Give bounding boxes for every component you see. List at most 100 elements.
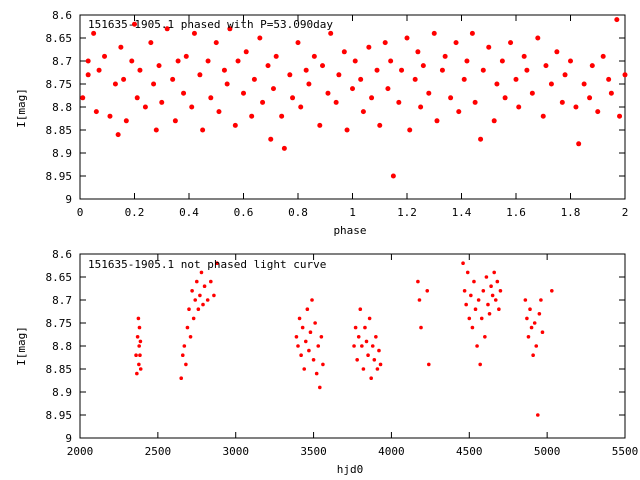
unphased-data-point [134,353,138,358]
unphased-data-point [190,289,194,293]
unphased-data-point [465,270,470,275]
unphased-data-point [374,335,378,339]
unphased-data-point [194,279,199,284]
unphased-y-tick-label: 8.8 [52,340,72,353]
unphased-data-point [316,344,321,348]
phased-y-tick-label: 8.65 [46,32,73,45]
phased-data-point [93,109,99,115]
phased-data-point [480,67,486,73]
unphased-data-point [487,312,492,316]
phased-data-point [298,104,304,110]
phased-data-point [118,44,124,50]
phased-x-tick-label: 1.8 [561,206,581,219]
unphased-data-point [313,321,317,325]
unphased-data-point [377,348,381,353]
unphased-data-point [372,358,377,362]
phased-data-point [205,58,211,64]
unphased-data-point [321,362,325,367]
phased-data-point [224,81,230,87]
phased-data-point [134,95,140,101]
phased-data-point [115,132,121,138]
unphased-data-point [319,335,324,339]
phased-data-point [175,58,181,64]
phased-y-tick-label: 8.8 [52,101,72,114]
phased-data-point [85,58,91,64]
phased-data-point [412,76,418,82]
phased-data-point [360,109,366,115]
phased-data-point [191,30,197,36]
phased-data-point [265,63,271,69]
unphased-x-tick-label: 4000 [378,445,405,458]
unphased-data-point [493,298,498,302]
unphased-data-point [369,376,373,381]
phased-data-point [442,53,448,59]
unphased-data-point [363,325,367,330]
phased-x-tick-label: 1.4 [452,206,472,219]
phased-data-point [189,104,195,110]
unphased-data-point [311,358,316,362]
phased-data-point [216,109,222,115]
phased-data-point [164,26,170,32]
phased-data-point [85,72,91,78]
phased-data-point [369,95,375,101]
unphased-data-point [305,307,310,312]
phased-data-point [227,26,233,32]
phased-data-point [600,53,606,59]
phased-data-point [464,58,470,64]
unphased-data-point [462,289,467,293]
phased-y-tick-label: 8.6 [52,9,72,22]
phased-data-point [232,122,238,128]
unphased-data-point [136,316,141,321]
phased-data-point [382,40,388,46]
unphased-y-tick-label: 8.9 [52,386,72,399]
phased-data-point [129,58,135,64]
phased-x-tick-label: 1.6 [506,206,526,219]
unphased-data-point [198,293,202,298]
unphased-y-tick-label: 8.95 [46,409,73,422]
unphased-data-point [529,325,534,330]
phased-data-point [235,58,241,64]
unphased-data-point [481,289,486,293]
unphased-data-point [539,298,543,302]
unphased-data-point [294,335,299,339]
unphased-data-point [137,362,141,367]
unphased-data-point [205,298,210,302]
phased-x-tick-label: 0.6 [234,206,254,219]
unphased-x-ticks: 2000 2500 3000 3500 4000 4500 5000 5500 [67,254,638,458]
phased-y-axis-label: I[mag] [15,88,28,128]
unphased-data-point [358,307,363,312]
phased-data-point [132,21,137,27]
phased-x-ticks: 0 0.2 0.4 0.6 0.8 1 1.2 1.4 1.6 1.8 2 [77,15,628,219]
phased-light-curve-plot: 8.6 8.65 8.7 8.75 8.8 8.85 8.9 8.95 9 0 0.2 0.4 0.6… [15,9,628,237]
unphased-light-curve-plot: 8.6 8.65 8.7 8.75 8.8 8.85 8.9 8.95 9 2000 2500 30… [15,248,638,476]
unphased-y-tick-label: 8.65 [46,271,73,284]
unphased-data-point [296,344,300,348]
phased-data-point [576,141,582,147]
phased-data-point [404,35,410,41]
unphased-data-point [137,325,142,330]
phased-data-point [221,67,227,73]
phased-data-point [385,86,391,92]
unphased-x-axis-label: hjd0 [337,463,364,476]
phased-data-point [352,58,358,64]
phased-y-tick-label: 8.95 [46,170,73,183]
phased-data-point [587,95,593,101]
unphased-y-tick-label: 9 [65,432,72,445]
unphased-data-point [353,325,358,330]
phased-data-point [374,67,380,73]
unphased-data-point [479,316,484,321]
phased-data-point [516,104,522,110]
unphased-data-point [187,307,191,312]
unphased-data-point [184,362,188,367]
unphased-data-point [526,335,531,339]
phased-data-point [241,90,246,96]
phased-data-point [608,90,614,96]
phased-data-point [181,90,187,96]
unphased-data-point [537,312,542,316]
unphased-data-points [134,261,554,417]
unphased-data-point [497,307,501,312]
phased-data-point [183,53,189,59]
unphased-data-point [472,279,476,284]
unphased-data-point [523,298,528,302]
unphased-data-point [478,362,482,367]
